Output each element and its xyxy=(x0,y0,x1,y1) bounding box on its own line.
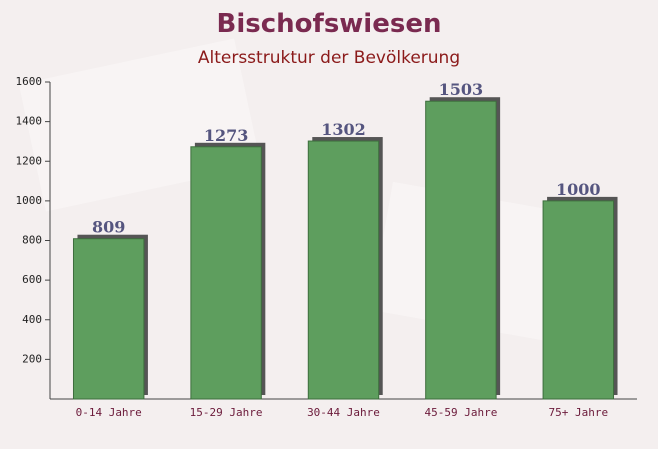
y-tick-label: 400 xyxy=(22,313,42,326)
y-tick-label: 1000 xyxy=(16,194,43,207)
bar xyxy=(542,200,615,400)
x-tick-label: 30-44 Jahre xyxy=(307,406,380,419)
y-tick-label: 200 xyxy=(22,352,42,365)
bar xyxy=(307,140,380,400)
y-tick-label: 600 xyxy=(22,273,42,286)
bar xyxy=(190,146,262,400)
value-label: 809 xyxy=(92,218,125,237)
chart-title: Bischofswiesen xyxy=(217,9,442,39)
value-label: 1302 xyxy=(321,120,366,139)
bar xyxy=(72,238,145,400)
bar xyxy=(425,100,497,400)
x-tick-label: 45-59 Jahre xyxy=(424,406,497,419)
y-tick-label: 800 xyxy=(22,234,42,247)
y-tick-label: 1400 xyxy=(16,115,43,128)
chart-subtitle: Altersstruktur der Bevölkerung xyxy=(198,48,460,68)
value-label: 1503 xyxy=(439,80,484,99)
value-label: 1000 xyxy=(556,180,601,199)
value-label: 1273 xyxy=(204,126,249,145)
x-tick-label: 15-29 Jahre xyxy=(190,406,263,419)
x-tick-label: 75+ Jahre xyxy=(548,406,608,419)
y-tick-label: 1200 xyxy=(16,154,43,167)
x-tick-label: 0-14 Jahre xyxy=(76,406,142,419)
y-tick-label: 1600 xyxy=(16,75,43,88)
